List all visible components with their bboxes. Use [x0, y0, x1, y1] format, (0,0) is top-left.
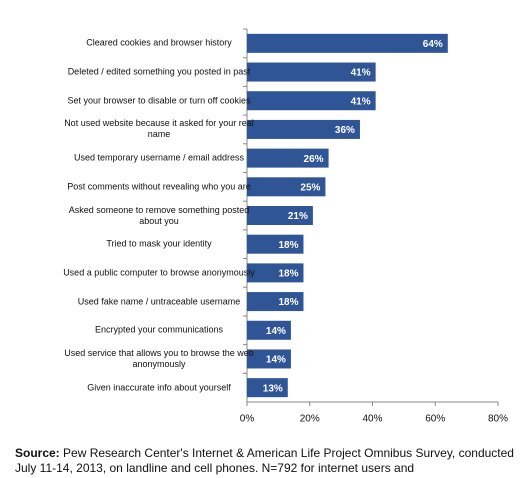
value-label: 26%	[304, 154, 324, 165]
value-label: 14%	[266, 355, 286, 366]
bar	[247, 62, 376, 82]
category-label: Used service that allows you to browse t…	[64, 347, 254, 369]
value-label: 64%	[423, 39, 443, 50]
category-label: Post comments without revealing who you …	[67, 181, 251, 192]
bar	[247, 33, 448, 53]
value-label: 18%	[278, 240, 298, 251]
bar	[247, 234, 304, 254]
x-tick-label: 40%	[362, 414, 382, 425]
category-label: Not used website because it asked for yo…	[64, 118, 254, 140]
category-label: Given inaccurate info about yourself	[87, 382, 231, 393]
source-note: Source: Pew Research Center's Internet &…	[15, 446, 520, 476]
category-label: Tried to mask your identity	[106, 238, 212, 249]
value-label: 36%	[335, 125, 355, 136]
bar	[247, 91, 376, 111]
bar	[247, 349, 291, 369]
value-label: 25%	[300, 182, 320, 193]
source-label: Source:	[15, 446, 60, 460]
category-label: Set your browser to disable or turn off …	[67, 95, 251, 106]
bar	[247, 378, 288, 398]
value-label: 18%	[278, 269, 298, 280]
bar	[247, 320, 291, 340]
value-label: 41%	[351, 68, 371, 79]
category-label: Encrypted your communications	[94, 324, 224, 335]
x-tick-label: 0%	[240, 414, 255, 425]
bar	[247, 119, 360, 139]
x-tick-label: 20%	[300, 414, 320, 425]
category-label: Asked someone to remove something posted…	[68, 204, 250, 226]
value-label: 14%	[266, 326, 286, 337]
value-label: 18%	[278, 297, 298, 308]
category-label: Deleted / edited something you posted in…	[67, 66, 251, 77]
value-label: 21%	[288, 211, 308, 222]
x-tick-label: 60%	[425, 414, 445, 425]
bar	[247, 292, 304, 312]
category-label: Used a public computer to browse anonymo…	[63, 267, 255, 278]
bar	[247, 177, 326, 197]
category-label: Used temporary username / email address	[73, 152, 245, 163]
bar	[247, 148, 329, 168]
category-label: Used fake name / untraceable username	[77, 296, 241, 307]
x-tick-label: 80%	[488, 414, 508, 425]
bar	[247, 263, 304, 283]
value-label: 41%	[351, 96, 371, 107]
bar	[247, 206, 313, 225]
category-label: Cleared cookies and browser history	[86, 37, 232, 48]
source-text: Pew Research Center's Internet & America…	[15, 446, 514, 475]
value-label: 13%	[263, 383, 283, 394]
